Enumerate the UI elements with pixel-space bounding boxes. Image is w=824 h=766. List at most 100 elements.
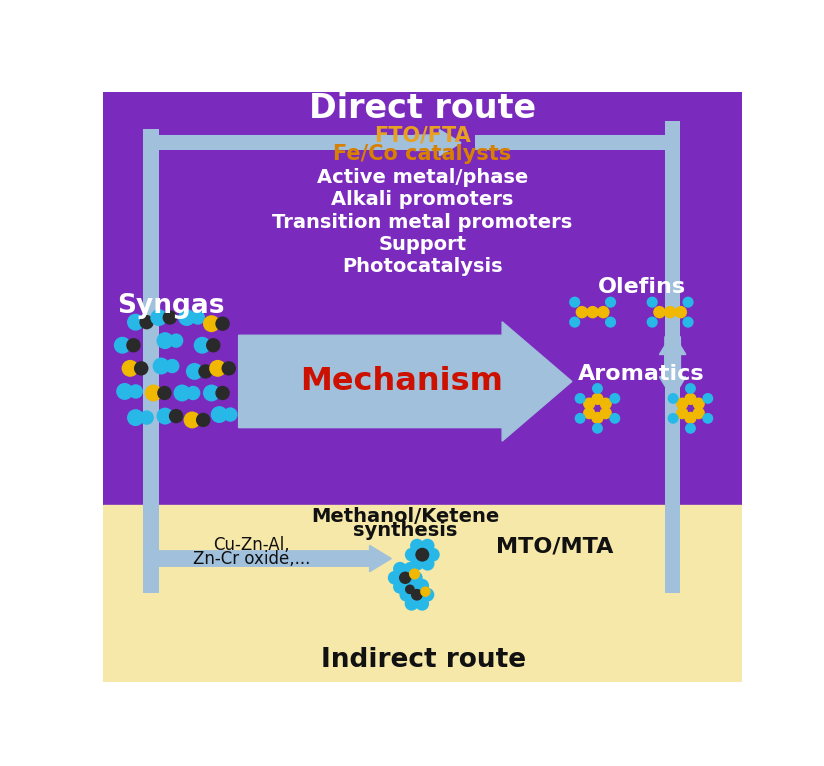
- Circle shape: [134, 361, 148, 375]
- Text: MTO/MTA: MTO/MTA: [496, 537, 614, 557]
- Circle shape: [610, 393, 620, 404]
- Circle shape: [605, 296, 616, 308]
- Circle shape: [667, 393, 678, 404]
- Circle shape: [410, 557, 424, 571]
- Circle shape: [664, 306, 677, 319]
- Circle shape: [404, 561, 418, 576]
- Circle shape: [157, 332, 174, 349]
- FancyArrow shape: [414, 129, 461, 155]
- FancyArrow shape: [239, 322, 572, 441]
- Circle shape: [409, 571, 423, 584]
- Circle shape: [169, 333, 183, 348]
- Circle shape: [647, 316, 658, 328]
- Circle shape: [587, 306, 599, 319]
- Text: Aromatics: Aromatics: [578, 364, 705, 384]
- Text: Indirect route: Indirect route: [321, 647, 526, 673]
- Text: Cu-Zn-Al,: Cu-Zn-Al,: [213, 535, 290, 554]
- Bar: [159, 135, 414, 150]
- Text: Olefins: Olefins: [597, 277, 686, 297]
- Bar: [475, 135, 672, 150]
- Circle shape: [605, 316, 616, 328]
- Circle shape: [569, 296, 580, 308]
- Text: Direct route: Direct route: [309, 92, 536, 125]
- Circle shape: [415, 597, 429, 611]
- Circle shape: [600, 398, 612, 410]
- Circle shape: [211, 406, 227, 423]
- Circle shape: [169, 409, 183, 424]
- Circle shape: [592, 412, 604, 424]
- Circle shape: [420, 587, 431, 597]
- Circle shape: [702, 393, 714, 404]
- Circle shape: [685, 383, 696, 394]
- Circle shape: [206, 338, 221, 352]
- Circle shape: [597, 306, 610, 319]
- Circle shape: [682, 316, 694, 328]
- Circle shape: [600, 407, 612, 419]
- Circle shape: [393, 580, 407, 594]
- Bar: [665, 378, 681, 593]
- Circle shape: [116, 383, 133, 400]
- Circle shape: [404, 580, 418, 594]
- Circle shape: [420, 557, 434, 571]
- Circle shape: [139, 315, 154, 329]
- Bar: [665, 121, 681, 389]
- Circle shape: [684, 412, 696, 424]
- Bar: [143, 129, 159, 336]
- Circle shape: [194, 337, 211, 354]
- FancyArrow shape: [159, 545, 391, 571]
- Text: Photocatalysis: Photocatalysis: [342, 257, 503, 277]
- Text: Alkali promoters: Alkali promoters: [331, 190, 513, 209]
- Circle shape: [409, 568, 420, 580]
- Circle shape: [165, 358, 180, 373]
- Circle shape: [420, 588, 434, 601]
- Circle shape: [574, 413, 586, 424]
- Circle shape: [685, 423, 696, 434]
- Circle shape: [676, 398, 688, 410]
- Circle shape: [162, 310, 177, 325]
- Circle shape: [399, 571, 411, 584]
- Text: Methanol/Ketene: Methanol/Ketene: [311, 506, 499, 525]
- FancyArrow shape: [659, 333, 686, 378]
- Circle shape: [675, 306, 687, 319]
- Circle shape: [693, 407, 705, 419]
- Circle shape: [145, 385, 162, 401]
- Text: Active metal/phase: Active metal/phase: [316, 168, 528, 187]
- Circle shape: [174, 385, 190, 401]
- Circle shape: [127, 314, 144, 331]
- Circle shape: [592, 393, 604, 405]
- Circle shape: [122, 360, 138, 377]
- Text: Mechanism: Mechanism: [300, 366, 503, 397]
- Circle shape: [199, 364, 213, 378]
- Circle shape: [157, 386, 171, 400]
- Circle shape: [583, 398, 595, 410]
- Circle shape: [129, 385, 143, 398]
- Circle shape: [196, 413, 210, 427]
- Bar: [143, 336, 159, 593]
- Circle shape: [592, 383, 603, 394]
- Circle shape: [222, 361, 236, 375]
- Circle shape: [426, 548, 440, 561]
- FancyArrow shape: [659, 337, 686, 398]
- Circle shape: [223, 408, 237, 422]
- Circle shape: [415, 548, 429, 561]
- Text: Zn-Cr oxide,...: Zn-Cr oxide,...: [193, 549, 311, 568]
- Circle shape: [405, 548, 419, 561]
- Circle shape: [190, 310, 205, 325]
- Circle shape: [592, 423, 603, 434]
- Circle shape: [693, 398, 705, 410]
- Circle shape: [186, 386, 200, 400]
- Circle shape: [610, 413, 620, 424]
- Circle shape: [667, 413, 678, 424]
- Circle shape: [114, 337, 131, 354]
- Circle shape: [410, 538, 424, 552]
- Circle shape: [676, 407, 688, 419]
- Circle shape: [576, 306, 588, 319]
- Circle shape: [405, 597, 419, 611]
- Circle shape: [157, 408, 174, 424]
- Circle shape: [400, 588, 414, 601]
- Circle shape: [415, 579, 429, 593]
- Circle shape: [405, 579, 419, 593]
- Circle shape: [405, 584, 414, 594]
- Text: Transition metal promoters: Transition metal promoters: [272, 212, 573, 231]
- Circle shape: [127, 409, 144, 426]
